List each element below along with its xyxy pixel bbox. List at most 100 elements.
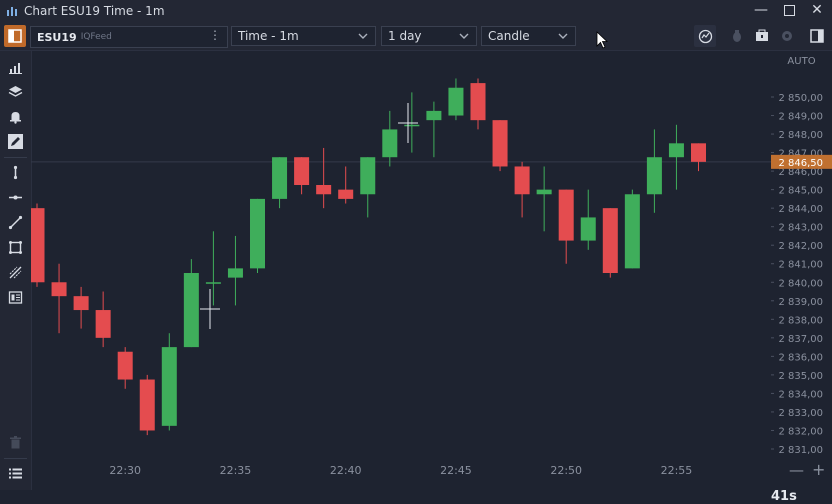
indicators-icon — [9, 63, 22, 74]
vertical-line-tool[interactable] — [5, 162, 26, 183]
candle-body — [272, 157, 288, 199]
zoom-in-button[interactable]: + — [812, 460, 826, 479]
time-axis-label: 22:50 — [550, 464, 582, 477]
trash-icon — [10, 436, 21, 449]
time-axis-label: 22:40 — [330, 464, 362, 477]
price-axis-label: 2 848,00 — [778, 130, 823, 141]
candle-body — [73, 296, 89, 311]
more-options-icon[interactable]: ⋮ — [209, 28, 221, 42]
range-dropdown[interactable]: 1 day — [381, 26, 477, 46]
layers-button[interactable] — [5, 81, 26, 102]
time-axis-label: 22:35 — [220, 464, 252, 477]
interval-value: Time - 1m — [238, 29, 299, 43]
chevron-down-icon — [358, 33, 368, 39]
candle-body — [602, 208, 618, 273]
price-axis-label: 2 843,00 — [778, 223, 823, 234]
delete-drawings-button[interactable] — [5, 432, 26, 453]
candle-body — [360, 157, 376, 195]
price-axis-label: 2 849,00 — [778, 112, 823, 123]
app-icon — [7, 7, 17, 16]
time-axis-label: 22:30 — [109, 464, 141, 477]
symbol-selector[interactable]: ESU19 IQFeed ⋮ — [30, 26, 228, 48]
candle-body — [514, 166, 530, 195]
auto-scale-toggle[interactable]: AUTO — [787, 56, 816, 67]
candle-body — [580, 217, 596, 241]
price-axis[interactable]: AUTO 2 850,00 2 849,00 2 848,00 2 847,00 2 8… — [771, 51, 832, 490]
panel-right-icon — [810, 29, 824, 43]
last-price-badge — [771, 154, 832, 169]
chart-plot-area[interactable]: 22:30 22:35 22:40 22:45 22:50 22:55 41s — [29, 51, 797, 504]
candle-body — [426, 110, 442, 121]
candle-body — [668, 143, 684, 158]
price-axis-label: 2 832,00 — [778, 426, 823, 437]
toggle-left-panel-button[interactable] — [4, 25, 26, 47]
alerts-button[interactable] — [726, 25, 748, 47]
trading-toggle-button[interactable] — [694, 25, 716, 47]
objects-list-button[interactable] — [5, 463, 26, 484]
candle-body — [316, 185, 332, 195]
horizontal-line-tool[interactable] — [5, 187, 26, 208]
minimize-icon[interactable]: — — [754, 2, 768, 18]
window-title: Chart ESU19 Time - 1m — [24, 4, 165, 18]
fibonacci-tool[interactable] — [5, 262, 26, 283]
price-axis-label: 2 844,00 — [778, 204, 823, 215]
chevron-down-icon — [459, 33, 469, 39]
trend-line-icon — [8, 215, 23, 230]
template-tool[interactable] — [5, 287, 26, 308]
tool-separator — [4, 157, 27, 158]
chart-type-value: Candle — [488, 29, 530, 43]
price-axis-scale: 2 850,00 2 849,00 2 848,00 2 847,00 2 846,00… — [771, 93, 832, 456]
toolbox-icon — [756, 29, 768, 41]
panel-icon — [8, 29, 22, 43]
list-icon — [9, 468, 22, 479]
time-axis-label: 22:55 — [661, 464, 693, 477]
candle-body — [338, 189, 354, 199]
price-axis-label: 2 833,00 — [778, 408, 823, 419]
settings-button[interactable] — [751, 25, 773, 47]
tool-separator — [4, 458, 27, 459]
layers-icon — [8, 86, 23, 97]
candlestick-chart[interactable]: 22:30 22:35 22:40 22:45 22:50 22:55 — [29, 51, 771, 490]
title-bar: Chart ESU19 Time - 1m — ✕ — [0, 0, 832, 22]
alerts-tool-button[interactable] — [5, 106, 26, 127]
bar-countdown: 41s — [771, 489, 797, 504]
rectangle-tool[interactable] — [5, 237, 26, 258]
candle-body — [294, 157, 310, 185]
price-axis-label: 2 839,00 — [778, 297, 823, 308]
draw-button[interactable] — [5, 131, 26, 152]
chart-toolbar: ESU19 IQFeed ⋮ Time - 1m 1 day Candle — [0, 22, 832, 51]
price-axis-label: 2 838,00 — [778, 315, 823, 326]
chart-type-dropdown[interactable]: Candle — [481, 26, 576, 46]
candle-body — [382, 129, 398, 158]
maximize-icon[interactable] — [782, 3, 796, 17]
candle-body — [646, 157, 662, 195]
gear-button[interactable] — [776, 25, 798, 47]
chevron-down-icon — [558, 33, 568, 39]
price-axis-label: 2 835,00 — [778, 371, 823, 382]
trend-line-tool[interactable] — [5, 212, 26, 233]
candle-body — [536, 189, 552, 195]
horizontal-line-icon — [9, 195, 22, 200]
price-axis-label: 2 847,00 — [778, 149, 823, 160]
toggle-right-panel-button[interactable] — [806, 25, 828, 47]
candle-body — [51, 282, 67, 297]
close-icon[interactable]: ✕ — [811, 2, 823, 18]
candle-body — [29, 208, 45, 283]
bug-icon — [733, 30, 741, 42]
candle-body — [205, 282, 221, 284]
gear-icon — [782, 31, 792, 41]
interval-dropdown[interactable]: Time - 1m — [231, 26, 376, 46]
alert-bell-icon — [10, 112, 21, 124]
price-axis-label: 2 850,00 — [778, 93, 823, 104]
candle-body — [95, 310, 111, 338]
price-axis-label: 2 837,00 — [778, 334, 823, 345]
candle-body — [470, 83, 486, 121]
indicators-button[interactable] — [5, 57, 26, 78]
candle-body — [404, 124, 420, 127]
fibonacci-icon — [9, 266, 22, 279]
candle-body — [161, 347, 177, 426]
price-axis-label: 2 836,00 — [778, 352, 823, 363]
zoom-out-button[interactable]: — — [789, 461, 804, 479]
vertical-line-icon — [13, 165, 18, 180]
candle-body — [691, 143, 706, 162]
